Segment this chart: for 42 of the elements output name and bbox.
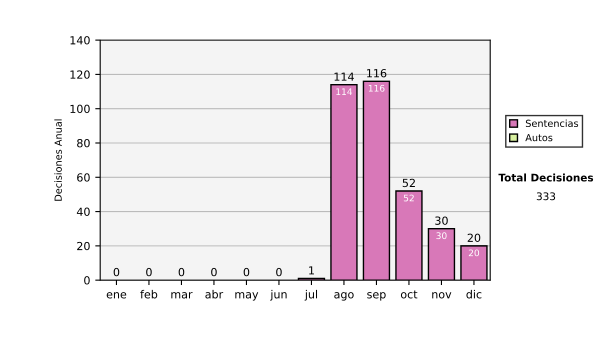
text: Total Decisiones [498, 173, 594, 182]
y-tick-label: 0 [84, 276, 90, 285]
y-tick-label: 60 [77, 173, 90, 182]
total-label: 0 [114, 268, 120, 276]
legend-label: Sentencias [526, 119, 578, 128]
total-label: 1 [309, 266, 314, 274]
data-label: 30 [436, 232, 447, 240]
total-label: 0 [178, 268, 184, 276]
y-tick-label: 20 [77, 242, 90, 250]
x-tick-label: ago [334, 292, 354, 301]
total-label: 0 [244, 268, 250, 276]
total-label: 52 [402, 178, 415, 188]
legend-label: Autos [525, 134, 552, 142]
x-tick-label: mar [171, 292, 193, 298]
y-tick-label: 140 [70, 36, 90, 44]
y-tick-label: 100 [70, 104, 90, 114]
x-tick-label: nov [432, 292, 452, 298]
y-axis-title: Decisiones Anual [54, 119, 62, 201]
y-tick-label: 120 [70, 70, 90, 79]
total-label: 0 [276, 268, 282, 276]
x-tick-label: feb [140, 290, 158, 298]
x-tick-label: jun [270, 290, 287, 301]
x-tick-label: jul [304, 290, 318, 301]
total-label: 30 [435, 216, 448, 225]
total-label: 116 [367, 69, 386, 78]
x-tick-label: sep [367, 292, 386, 301]
total-label: 114 [334, 72, 354, 81]
text: 333 [536, 192, 556, 200]
x-tick-label: dic [466, 290, 482, 298]
data-label: 116 [368, 84, 384, 92]
y-tick-label: 40 [76, 208, 90, 216]
x-tick-label: abr [205, 290, 224, 298]
y-tick-label: 80 [77, 138, 90, 148]
x-tick-label: may [235, 292, 258, 301]
total-label: 0 [211, 268, 217, 276]
total-label: 0 [146, 268, 152, 276]
data-label: 20 [468, 249, 480, 256]
x-tick-label: oct [400, 290, 418, 298]
total-label: 20 [468, 234, 480, 242]
data-label: 52 [404, 194, 414, 202]
data-label: 114 [336, 88, 352, 95]
x-tick-label: ene [106, 292, 126, 298]
